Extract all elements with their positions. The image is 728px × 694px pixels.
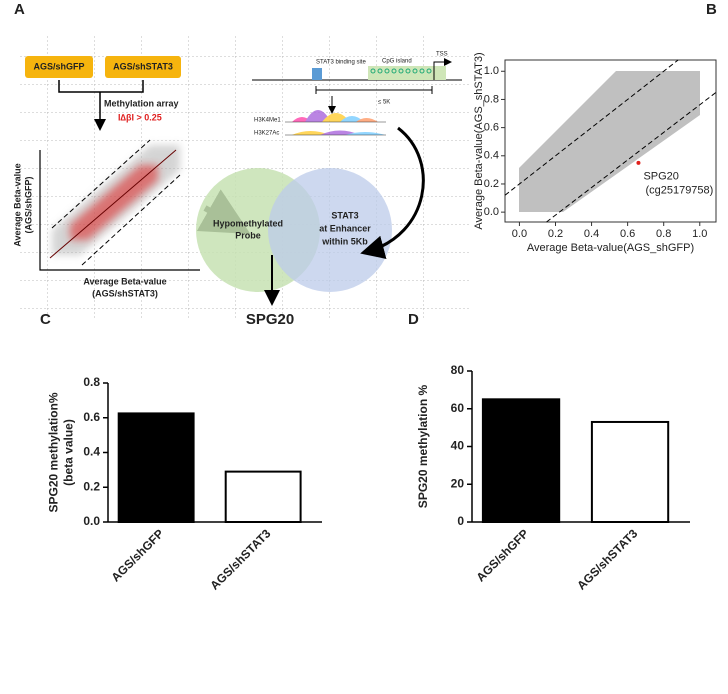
diagram: AGS/shGFP AGS/shSTAT3 Methylation array … <box>12 35 470 328</box>
y-axis-label: SPG20 methylation% <box>47 392 61 512</box>
panel-label: B <box>706 1 717 18</box>
gene-label: TSS <box>436 52 448 58</box>
x-tick-label: 0.6 <box>620 228 635 240</box>
y-tick-label: 0.4 <box>484 150 499 162</box>
reference-line <box>504 59 679 196</box>
arrow <box>360 126 425 259</box>
x-tick-label: AGS/shSTAT3 <box>574 526 640 592</box>
y-tick-label: 0.2 <box>83 479 100 493</box>
chart: 0 20 40 60 80 AGS/shGFP AGS/shSTAT3 SPG20 methy… <box>416 363 690 593</box>
bar <box>590 420 670 523</box>
annotation: (cg25179758) <box>645 185 713 197</box>
result: SPG20 <box>246 311 294 328</box>
mini-ylabel: Average Beta-value <box>12 163 22 246</box>
y-axis-label: Average Beta-value(AGS_shSTAT3) <box>473 52 485 229</box>
mini-xlabel: Average Beta-value <box>83 276 166 286</box>
venn-label: within 5Kb <box>321 236 368 246</box>
venn-label: at Enhancer <box>319 223 371 233</box>
mini-ylabel: (AGS/shGFP) <box>23 176 33 233</box>
y-tick-label: 1.0 <box>484 65 499 77</box>
y-tick-label: 0.6 <box>484 122 499 134</box>
chart: 0.0 0.2 0.4 0.6 0.8 1.0 0.0 0.2 0.4 0.6 0.8 1.0 SPG2… <box>473 52 717 254</box>
mini-ref <box>51 139 151 229</box>
bar <box>481 398 561 523</box>
x-tick-label: 0.4 <box>584 228 599 240</box>
gene-label: CpG island <box>382 59 412 65</box>
y-tick-label: 0.2 <box>484 178 499 190</box>
venn-label: Probe <box>235 230 261 240</box>
y-tick-label: 60 <box>451 401 465 415</box>
bar <box>117 412 195 523</box>
distance-bar <box>315 86 433 94</box>
mini-axes <box>39 150 200 271</box>
x-tick-label: AGS/shSTAT3 <box>207 526 273 592</box>
y-tick-label: 40 <box>451 439 465 453</box>
track-peaks <box>285 110 386 136</box>
x-tick-label: AGS/shGFP <box>109 526 167 584</box>
bar <box>224 470 302 523</box>
x-tick-label: 1.0 <box>692 228 707 240</box>
venn-label: Hypomethylated <box>213 218 283 228</box>
y-axis-label: (beta value) <box>62 419 76 486</box>
reference-line <box>546 92 717 223</box>
binding-site <box>312 68 322 80</box>
y-tick-label: 20 <box>451 476 465 490</box>
gene-label: ≤ 5K <box>378 100 390 106</box>
chart: 0.0 0.2 0.4 0.6 0.8 AGS/shGFP AGS/shSTAT3 SPG20… <box>47 375 322 593</box>
annotation: SPG20 <box>643 171 678 183</box>
mini-fit <box>49 149 177 259</box>
x-tick-label: 0.0 <box>512 228 527 240</box>
y-tick-label: 0.8 <box>83 375 100 389</box>
panel-label: A <box>14 1 25 18</box>
x-axis-label: Average Beta-value(AGS_shGFP) <box>527 242 694 254</box>
box-label: AGS/shSTAT3 <box>113 61 173 71</box>
mini-xlabel: (AGS/shSTAT3) <box>92 288 158 298</box>
y-tick-label: 0.0 <box>484 206 499 218</box>
point-cloud <box>519 71 700 212</box>
y-tick-label: 0.0 <box>83 514 100 528</box>
y-tick-label: 80 <box>451 363 465 377</box>
track-label: H3K4Me1 <box>254 118 281 124</box>
x-tick-label: AGS/shGFP <box>473 526 531 584</box>
box-label: AGS/shGFP <box>33 61 84 71</box>
venn-label: STAT3 <box>331 210 358 220</box>
box <box>105 56 181 78</box>
threshold: I∆βI > 0.25 <box>118 112 162 122</box>
box <box>25 56 93 78</box>
tss-arrow <box>433 58 452 80</box>
venn-right <box>268 168 392 292</box>
point <box>636 160 641 165</box>
track-label: H3K27Ac <box>254 131 279 137</box>
plot-frame <box>504 59 717 223</box>
y-axis-label: SPG20 methylation % <box>416 384 430 508</box>
cpg-sites <box>370 68 432 74</box>
gene-label: STAT3 binding site <box>316 60 366 66</box>
y-tick-label: 0.8 <box>484 93 499 105</box>
x-tick-label: 0.8 <box>656 228 671 240</box>
y-tick-label: 0.4 <box>83 445 100 459</box>
x-tick-label: 0.2 <box>548 228 563 240</box>
connector <box>58 80 144 128</box>
y-tick-label: 0.6 <box>83 410 100 424</box>
mini-ref <box>81 174 181 266</box>
y-tick-label: 0 <box>457 514 464 528</box>
method: Methylation array <box>104 98 179 108</box>
